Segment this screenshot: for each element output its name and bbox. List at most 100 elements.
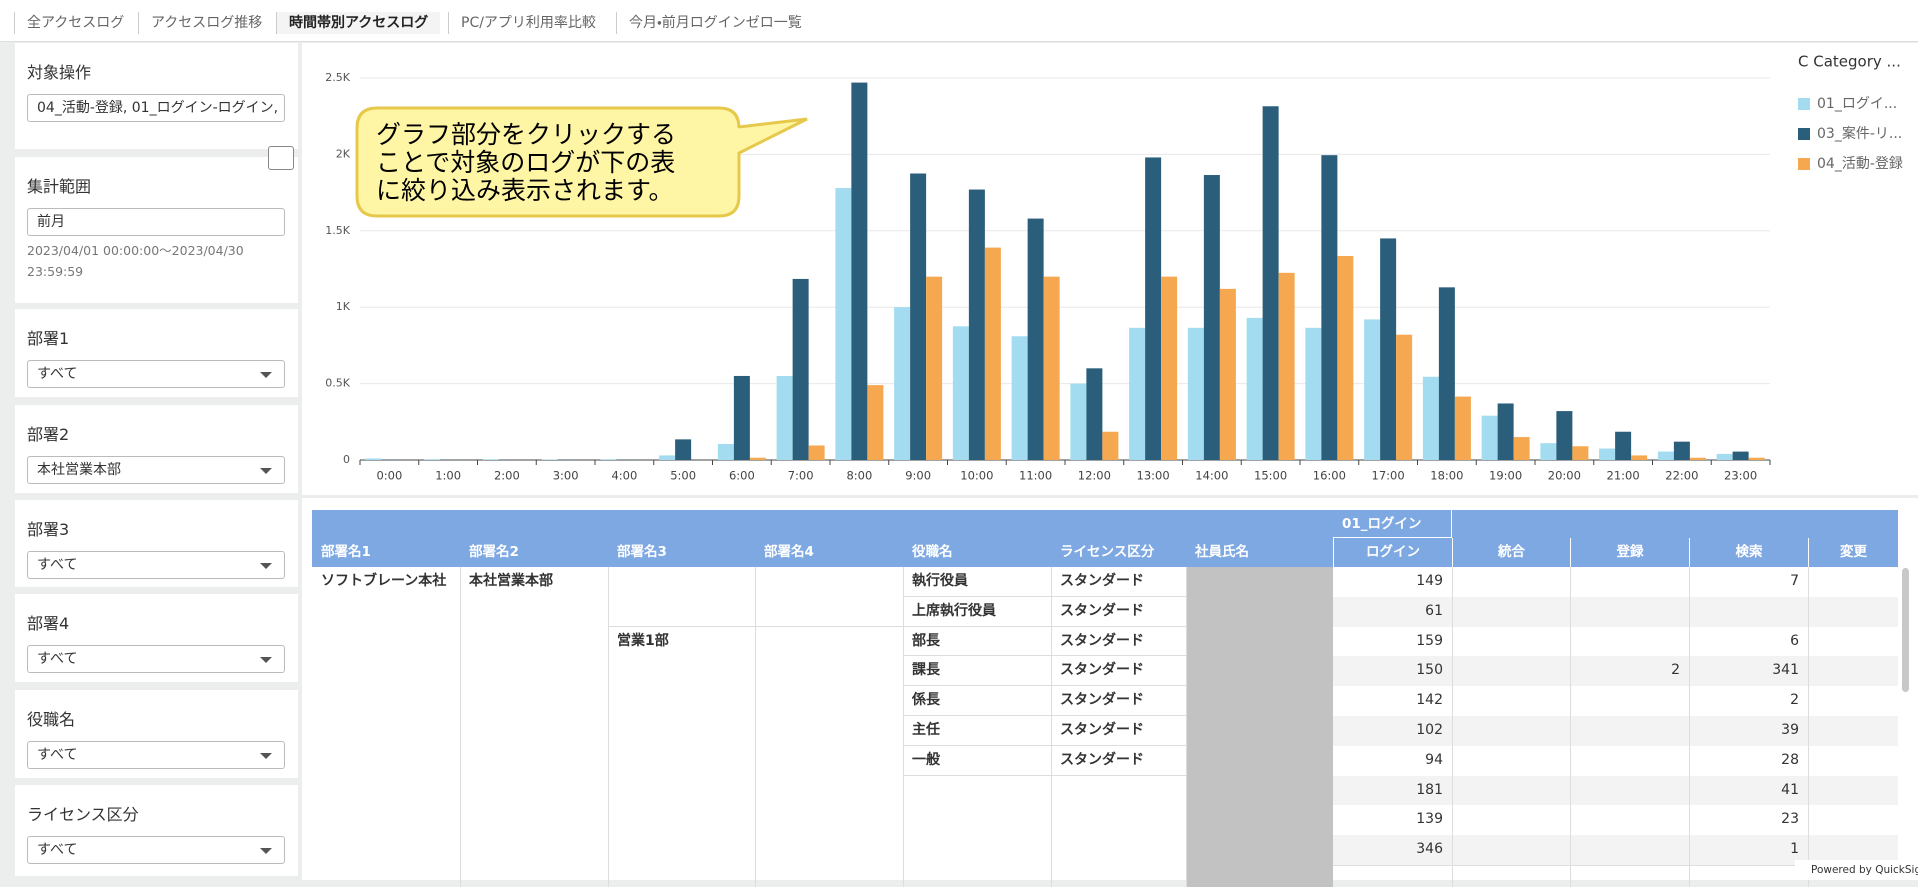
x-tick-label: 23:00 xyxy=(1724,469,1757,483)
filter-note: 2023/04/01 00:00:00～2023/04/30 23:59:59 xyxy=(27,240,267,282)
x-tick-label: 9:00 xyxy=(905,469,931,483)
filter-input[interactable]: 04_活動-登録, 01_ログイン-ログイン, xyxy=(27,94,285,122)
bar xyxy=(969,190,985,460)
number-cell: 39 xyxy=(1689,716,1808,746)
bar xyxy=(1044,277,1060,460)
tab-bar: 全アクセスログアクセスログ推移時間帯別アクセスログ PC/アプリ利用率比較今月・前… xyxy=(0,0,1918,42)
bar xyxy=(1498,403,1514,460)
dropdown[interactable]: すべて xyxy=(27,551,285,579)
bar xyxy=(1423,377,1439,460)
tab[interactable]: 今月・前月ログインゼロ一覧 xyxy=(616,12,814,34)
number-cell: 28 xyxy=(1689,746,1808,776)
filter-label: 対象操作 xyxy=(27,59,91,83)
column-header: 社員氏名 xyxy=(1186,538,1333,567)
y-tick-label: 1K xyxy=(336,300,351,313)
x-tick-label: 0:00 xyxy=(376,469,402,483)
callout-text: グラフ部分をクリックする xyxy=(376,120,676,149)
y-tick-label: 2.5K xyxy=(325,71,350,84)
dropdown[interactable]: 本社営業本部 xyxy=(27,456,285,484)
column-line xyxy=(1452,567,1453,887)
bar xyxy=(1439,287,1455,460)
column-header: ログイン xyxy=(1333,538,1452,567)
bar xyxy=(1028,219,1044,460)
column-header: ライセンス区分 xyxy=(1051,538,1186,567)
menu-button[interactable] xyxy=(268,146,294,170)
bar xyxy=(1658,452,1674,460)
dropdown-caret xyxy=(260,848,272,854)
filter-label: 役職名 xyxy=(27,706,75,730)
filter-label: 集計範囲 xyxy=(27,173,91,197)
name-column-mask xyxy=(1186,567,1333,887)
x-tick-label: 14:00 xyxy=(1195,469,1228,483)
scrollbar xyxy=(1902,568,1909,692)
number-cell: 159 xyxy=(1333,627,1452,657)
text-cell: 上席執行役員 xyxy=(903,597,1051,627)
group-header: 01_ログイン xyxy=(1333,510,1452,538)
filter-label: 部署2 xyxy=(27,421,69,445)
tab[interactable]: 時間帯別アクセスログ xyxy=(276,12,440,34)
bar xyxy=(734,376,750,460)
bar xyxy=(985,248,1001,460)
filter-input[interactable]: 前月 xyxy=(27,208,285,236)
dropdown[interactable]: すべて xyxy=(27,741,285,769)
x-tick-label: 11:00 xyxy=(1019,469,1052,483)
column-header: 部署名3 xyxy=(608,538,755,567)
bar xyxy=(1204,175,1220,460)
bar xyxy=(1012,336,1028,460)
x-tick-label: 19:00 xyxy=(1489,469,1522,483)
x-tick-label: 10:00 xyxy=(960,469,993,483)
text-cell: スタンダード xyxy=(1051,567,1186,597)
tab[interactable]: 全アクセスログ xyxy=(14,12,136,34)
bar xyxy=(1482,416,1498,460)
callout-text: に絞り込み表示されます。 xyxy=(376,176,674,205)
text-cell: スタンダード xyxy=(1051,746,1186,776)
number-cell: 2 xyxy=(1570,656,1689,686)
x-tick-label: 8:00 xyxy=(846,469,872,483)
legend-label: 04_活動-登録 xyxy=(1817,156,1903,172)
column-header: 部署名4 xyxy=(755,538,903,567)
bar xyxy=(926,277,942,460)
column-line xyxy=(903,567,904,887)
filter-card: 部署2 本社営業本部 xyxy=(15,405,298,493)
text-cell: 部長 xyxy=(903,627,1051,657)
x-tick-label: 13:00 xyxy=(1137,469,1170,483)
bar xyxy=(1631,455,1647,460)
text-cell: ソフトブレーン本社 xyxy=(312,567,460,597)
bar xyxy=(777,376,793,460)
number-cell: 23 xyxy=(1689,805,1808,835)
tab[interactable]: アクセスログ推移 xyxy=(138,12,274,34)
number-cell: 149 xyxy=(1333,567,1452,597)
x-tick-label: 2:00 xyxy=(494,469,520,483)
bar xyxy=(600,459,616,460)
filter-card: 役職名すべて xyxy=(15,690,298,778)
column-header: 登録 xyxy=(1570,538,1689,567)
x-tick-label: 20:00 xyxy=(1548,469,1581,483)
dropdown[interactable]: すべて xyxy=(27,645,285,673)
callout-text: ことで対象のログが下の表 xyxy=(376,148,675,177)
footer: Powered by QuickSight xyxy=(1795,860,1918,880)
number-cell: 181 xyxy=(1333,776,1452,806)
number-cell: 1 xyxy=(1689,835,1808,865)
text-cell: 営業1部 xyxy=(608,627,755,657)
x-tick-label: 1:00 xyxy=(435,469,461,483)
number-cell: 102 xyxy=(1333,716,1452,746)
column-header: 部署名1 xyxy=(312,538,460,567)
filter-label: ライセンス区分 xyxy=(27,801,139,825)
number-cell: 341 xyxy=(1689,656,1808,686)
legend-swatch xyxy=(1798,158,1810,170)
text-cell: スタンダード xyxy=(1051,656,1186,686)
dropdown[interactable]: すべて xyxy=(27,360,285,388)
bar xyxy=(1337,256,1353,460)
bar xyxy=(1263,106,1279,460)
bar xyxy=(483,459,499,460)
dropdown-caret xyxy=(260,468,272,474)
dropdown[interactable]: すべて xyxy=(27,836,285,864)
tab[interactable]: PC/アプリ利用率比較 xyxy=(448,12,608,34)
number-cell: 139 xyxy=(1333,805,1452,835)
bar xyxy=(1540,443,1556,460)
bar xyxy=(1145,157,1161,460)
number-cell: 346 xyxy=(1333,835,1452,865)
